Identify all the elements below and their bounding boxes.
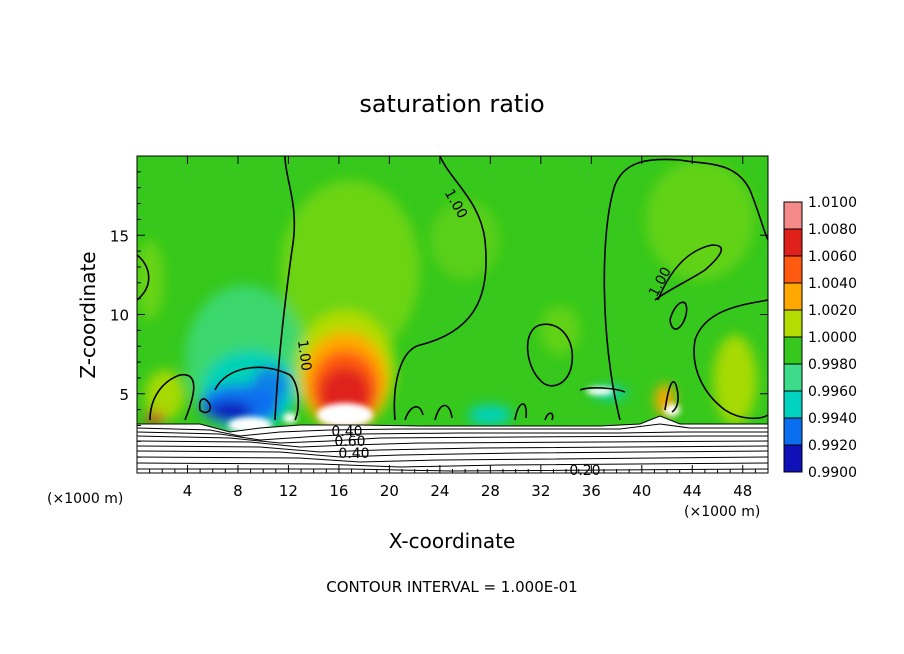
colorbar-label: 0.9960 [808, 384, 857, 400]
x-unit-left: (×1000 m) [47, 491, 123, 507]
contour-line [198, 398, 212, 414]
contour-label: 0.60 [334, 434, 365, 450]
x-tick-label: 32 [531, 482, 550, 500]
y-tick-label: 5 [119, 386, 129, 404]
chart-title: saturation ratio [359, 90, 544, 118]
contour-line [664, 381, 679, 413]
colorbar-label: 1.0020 [808, 303, 857, 319]
colorbar-label: 1.0100 [808, 195, 857, 211]
x-tick-label: 24 [430, 482, 449, 500]
contour-line [544, 412, 554, 421]
contour-line [654, 244, 723, 301]
x-axis-ticks: 4 8 12 16 20 24 28 32 36 40 44 48 [149, 156, 756, 500]
contour-label: 1.00 [294, 339, 314, 372]
x-tick-label: 44 [683, 482, 702, 500]
contour-label: 0.20 [569, 463, 600, 479]
contour-label: 0.40 [331, 424, 362, 440]
colorbar-swatch [784, 229, 802, 256]
colorbar-swatch [784, 418, 802, 445]
x-tick-label: 12 [279, 482, 298, 500]
x-tick-label: 4 [183, 482, 193, 500]
contour-line [526, 323, 574, 387]
x-tick-label: 16 [329, 482, 348, 500]
contour-label: 0.40 [338, 446, 369, 462]
contour-line [579, 387, 626, 393]
contour-line [434, 404, 453, 421]
colorbar-label: 0.9900 [808, 465, 857, 481]
colorbar-swatch [784, 202, 802, 229]
colorbar-swatch [784, 256, 802, 283]
x-tick-label: 28 [481, 482, 500, 500]
contour-line [669, 301, 688, 330]
colorbar-label: 1.0060 [808, 249, 857, 265]
field-blobs [137, 160, 757, 435]
x-tick-label: 20 [380, 482, 399, 500]
contour-line [274, 156, 296, 421]
colorbar-label: 0.9940 [808, 411, 857, 427]
x-tick-label: 40 [632, 482, 651, 500]
y-tick-label: 10 [110, 307, 129, 325]
colorbar-label: 1.0040 [808, 276, 857, 292]
colorbar-swatch [784, 445, 802, 472]
colorbar: 1.0100 1.0080 1.0060 1.0040 1.0020 1.0000 0.99… [783, 195, 857, 481]
colorbar-swatch [784, 283, 802, 310]
contour-line [149, 374, 195, 421]
x-tick-label: 48 [733, 482, 752, 500]
contour-line [693, 299, 768, 420]
x-tick-label: 8 [233, 482, 243, 500]
colorbar-label: 0.9920 [808, 438, 857, 454]
contour-line [393, 156, 487, 421]
colorbar-label: 1.0080 [808, 222, 857, 238]
colorbar-swatch [784, 310, 802, 337]
y-axis-ticks: 5 10 15 [110, 171, 768, 458]
contour-lines [137, 156, 768, 421]
colorbar-swatch [784, 337, 802, 364]
x-tick-label: 36 [582, 482, 601, 500]
contour-interval-note: CONTOUR INTERVAL = 1.000E-01 [326, 578, 577, 596]
colorbar-swatch [784, 391, 802, 418]
x-axis-label: X-coordinate [389, 529, 516, 553]
colorbar-swatch [784, 364, 802, 391]
contour-line [214, 366, 300, 421]
x-unit-right: (×1000 m) [684, 504, 760, 520]
y-axis-label: Z-coordinate [76, 251, 100, 378]
contour-line [514, 403, 528, 421]
y-tick-label: 15 [110, 227, 129, 245]
contour-line [137, 254, 150, 301]
colorbar-label: 0.9980 [808, 357, 857, 373]
contour-line [603, 158, 768, 421]
contour-line [404, 406, 424, 421]
colorbar-label: 1.0000 [808, 330, 857, 346]
plot-area [137, 156, 768, 473]
terrain-contours [137, 415, 768, 472]
